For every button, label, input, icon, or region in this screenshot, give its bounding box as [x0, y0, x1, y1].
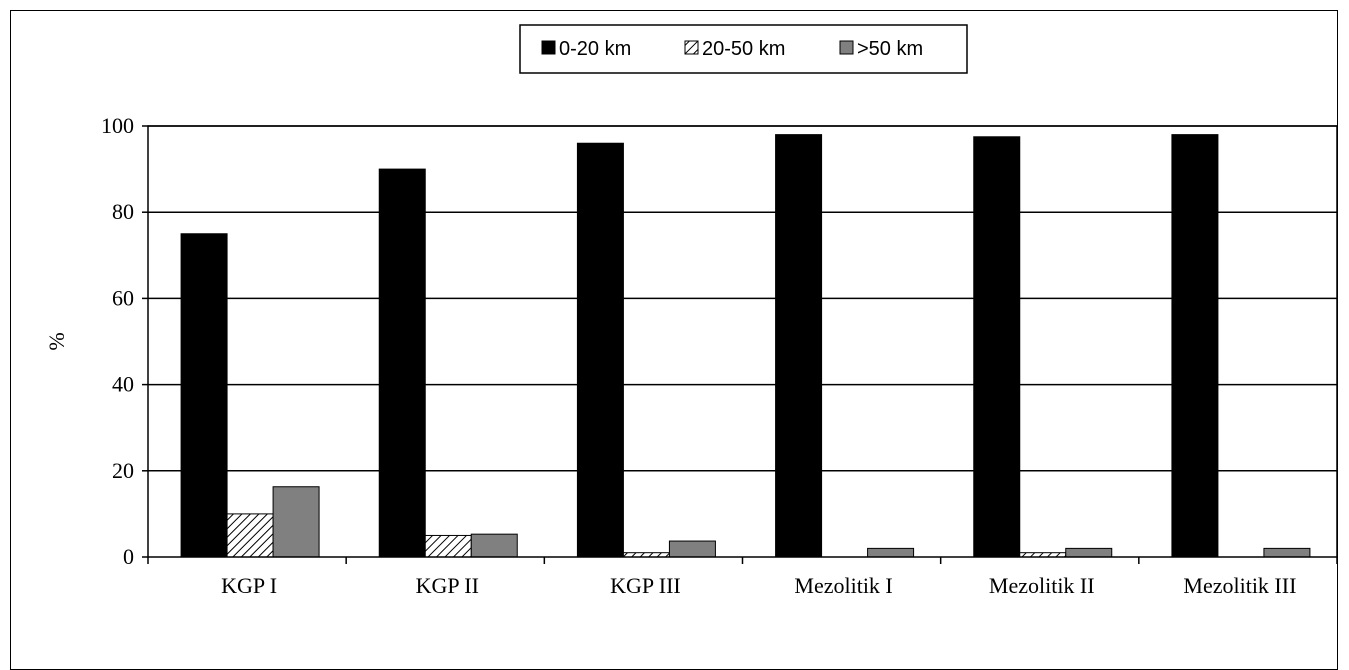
bar	[1264, 548, 1310, 557]
bar-chart: 0-20 km 20-50 km >50 km 0 20 40 60 80 100 KGP I…	[0, 0, 1349, 646]
bar	[974, 137, 1020, 557]
y-tick-label: 100	[101, 113, 134, 138]
y-axis-label: %	[44, 332, 69, 350]
bar	[577, 143, 623, 557]
x-tick-label: KGP I	[221, 573, 277, 598]
bar	[425, 535, 471, 557]
bar	[181, 234, 227, 557]
y-axis-ticks: 0 20 40 60 80 100	[101, 113, 148, 569]
y-tick-label: 80	[112, 199, 134, 224]
x-tick-label: KGP III	[610, 573, 681, 598]
bar	[776, 135, 822, 557]
y-tick-label: 40	[112, 372, 134, 397]
bars-group	[181, 135, 1310, 557]
bar	[1172, 135, 1218, 557]
bar	[227, 514, 273, 557]
legend-label: 20-50 km	[702, 38, 785, 60]
x-tick-label: Mezolitik II	[989, 573, 1095, 598]
x-tick-label: KGP II	[416, 573, 479, 598]
bar	[1066, 548, 1112, 557]
legend-label: 0-20 km	[559, 38, 631, 60]
x-axis-ticks: KGP I KGP II KGP III Mezolitik I Mezolitik I…	[148, 557, 1337, 598]
legend-label: >50 km	[857, 38, 923, 60]
chart-legend: 0-20 km 20-50 km >50 km	[520, 25, 967, 73]
legend-swatch	[685, 41, 698, 54]
bar	[379, 169, 425, 557]
bar	[669, 541, 715, 557]
legend-swatch	[542, 41, 555, 54]
x-tick-label: Mezolitik III	[1183, 573, 1296, 598]
legend-swatch	[840, 41, 853, 54]
bar	[471, 534, 517, 557]
gridlines	[148, 126, 1337, 471]
bar	[273, 487, 319, 557]
x-tick-label: Mezolitik I	[794, 573, 892, 598]
y-tick-label: 0	[123, 544, 134, 569]
y-tick-label: 20	[112, 458, 134, 483]
bar	[868, 548, 914, 557]
plot-area-border	[148, 126, 1337, 557]
axes	[148, 126, 1337, 557]
y-tick-label: 60	[112, 285, 134, 310]
